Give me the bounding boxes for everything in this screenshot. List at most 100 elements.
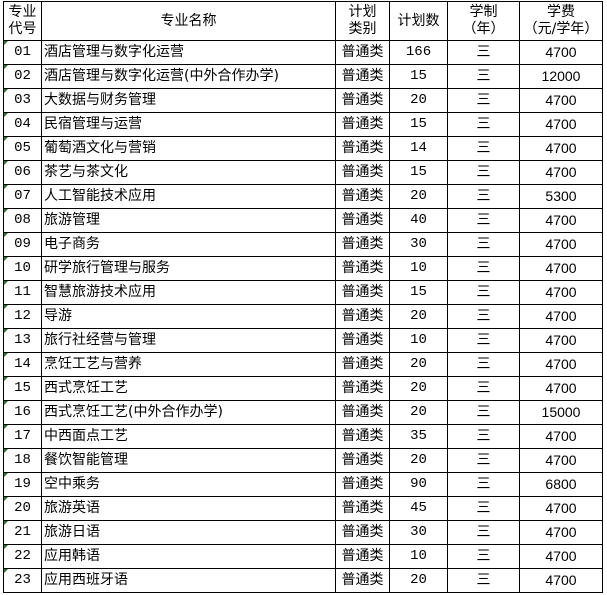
cell-years: 三 xyxy=(447,376,520,401)
cell-years: 三 xyxy=(447,280,520,305)
name-text: 空中乘务 xyxy=(44,476,100,492)
cell-fee: 4700 xyxy=(519,448,603,473)
cell-type: 普通类 xyxy=(335,496,390,521)
years-text: 三 xyxy=(476,476,491,492)
table-row: 06 茶艺与茶文化 普通类 15 三 4700 xyxy=(3,160,603,185)
years-text: 三 xyxy=(476,68,491,84)
cell-code: 20 xyxy=(3,496,42,521)
cell-count: 20 xyxy=(389,88,448,113)
cell-marker-icon xyxy=(4,377,8,381)
table-row: 09 电子商务 普通类 30 三 4700 xyxy=(3,232,603,257)
cell-type: 普通类 xyxy=(335,352,390,377)
header-fee-line1: 学费 xyxy=(547,4,575,20)
cell-marker-icon xyxy=(4,257,8,261)
name-text: 中西面点工艺 xyxy=(44,428,128,444)
fee-text: 4700 xyxy=(545,308,577,324)
cell-count: 20 xyxy=(389,184,448,209)
fee-text: 12000 xyxy=(541,68,581,84)
count-text: 15 xyxy=(410,116,427,132)
fee-text: 4700 xyxy=(545,452,577,468)
count-text: 20 xyxy=(410,188,427,204)
type-text: 普通类 xyxy=(341,260,384,276)
cell-code: 07 xyxy=(3,184,42,209)
count-text: 14 xyxy=(410,140,427,156)
years-text: 三 xyxy=(476,284,491,300)
cell-marker-icon xyxy=(4,281,8,285)
cell-fee: 4700 xyxy=(519,376,603,401)
name-text: 大数据与财务管理 xyxy=(44,92,156,108)
code-text: 12 xyxy=(14,308,31,324)
fee-text: 4700 xyxy=(545,164,577,180)
code-text: 11 xyxy=(14,284,31,300)
cell-name: 西式烹饪工艺(中外合作办学) xyxy=(41,400,336,425)
fee-text: 4700 xyxy=(545,44,577,60)
cell-marker-icon xyxy=(4,329,8,333)
cell-years: 三 xyxy=(447,184,520,209)
fee-text: 6800 xyxy=(545,476,577,492)
cell-name: 酒店管理与数字化运营 xyxy=(41,40,336,65)
cell-years: 三 xyxy=(447,40,520,65)
cell-fee: 4700 xyxy=(519,208,603,233)
fee-text: 4700 xyxy=(545,524,577,540)
cell-code: 03 xyxy=(3,88,42,113)
header-code-line1: 专业 xyxy=(8,4,37,20)
header-years-line1: 学制 xyxy=(469,4,498,20)
fee-text: 4700 xyxy=(545,572,577,588)
table-row: 20 旅游英语 普通类 45 三 4700 xyxy=(3,496,603,521)
years-text: 三 xyxy=(476,452,491,468)
cell-name: 大数据与财务管理 xyxy=(41,88,336,113)
fee-text: 4700 xyxy=(545,212,577,228)
cell-marker-icon xyxy=(4,89,8,93)
cell-code: 10 xyxy=(3,256,42,281)
cell-count: 14 xyxy=(389,136,448,161)
cell-name: 智慧旅游技术应用 xyxy=(41,280,336,305)
cell-fee: 4700 xyxy=(519,544,603,569)
cell-type: 普通类 xyxy=(335,424,390,449)
cell-marker-icon xyxy=(4,305,8,309)
code-text: 09 xyxy=(14,236,31,252)
type-text: 普通类 xyxy=(341,500,384,516)
cell-code: 23 xyxy=(3,568,42,593)
count-text: 10 xyxy=(410,332,427,348)
cell-code: 06 xyxy=(3,160,42,185)
cell-count: 10 xyxy=(389,328,448,353)
cell-marker-icon xyxy=(4,185,8,189)
type-text: 普通类 xyxy=(341,308,384,324)
table-row: 15 西式烹饪工艺 普通类 20 三 4700 xyxy=(3,376,603,401)
count-text: 20 xyxy=(410,404,427,420)
type-text: 普通类 xyxy=(341,212,384,228)
cell-years: 三 xyxy=(447,112,520,137)
cell-marker-icon xyxy=(4,545,8,549)
cell-name: 人工智能技术应用 xyxy=(41,184,336,209)
cell-marker-icon xyxy=(4,209,8,213)
count-text: 20 xyxy=(410,308,427,324)
type-text: 普通类 xyxy=(341,236,384,252)
cell-code: 21 xyxy=(3,520,42,545)
type-text: 普通类 xyxy=(341,92,384,108)
cell-years: 三 xyxy=(447,496,520,521)
cell-code: 04 xyxy=(3,112,42,137)
cell-fee: 4700 xyxy=(519,568,603,593)
years-text: 三 xyxy=(476,188,491,204)
fee-text: 4700 xyxy=(545,92,577,108)
code-text: 13 xyxy=(14,332,31,348)
header-type-line2: 类别 xyxy=(348,21,377,37)
fee-text: 4700 xyxy=(545,284,577,300)
name-text: 民宿管理与运营 xyxy=(44,116,142,132)
cell-code: 16 xyxy=(3,400,42,425)
cell-years: 三 xyxy=(447,160,520,185)
cell-years: 三 xyxy=(447,400,520,425)
cell-count: 90 xyxy=(389,472,448,497)
code-text: 07 xyxy=(14,188,31,204)
fee-text: 4700 xyxy=(545,428,577,444)
count-text: 30 xyxy=(410,524,427,540)
cell-years: 三 xyxy=(447,136,520,161)
cell-type: 普通类 xyxy=(335,232,390,257)
cell-type: 普通类 xyxy=(335,256,390,281)
cell-count: 45 xyxy=(389,496,448,521)
cell-fee: 4700 xyxy=(519,256,603,281)
type-text: 普通类 xyxy=(341,380,384,396)
cell-years: 三 xyxy=(447,304,520,329)
table-row: 07 人工智能技术应用 普通类 20 三 5300 xyxy=(3,184,603,209)
cell-code: 01 xyxy=(3,40,42,65)
